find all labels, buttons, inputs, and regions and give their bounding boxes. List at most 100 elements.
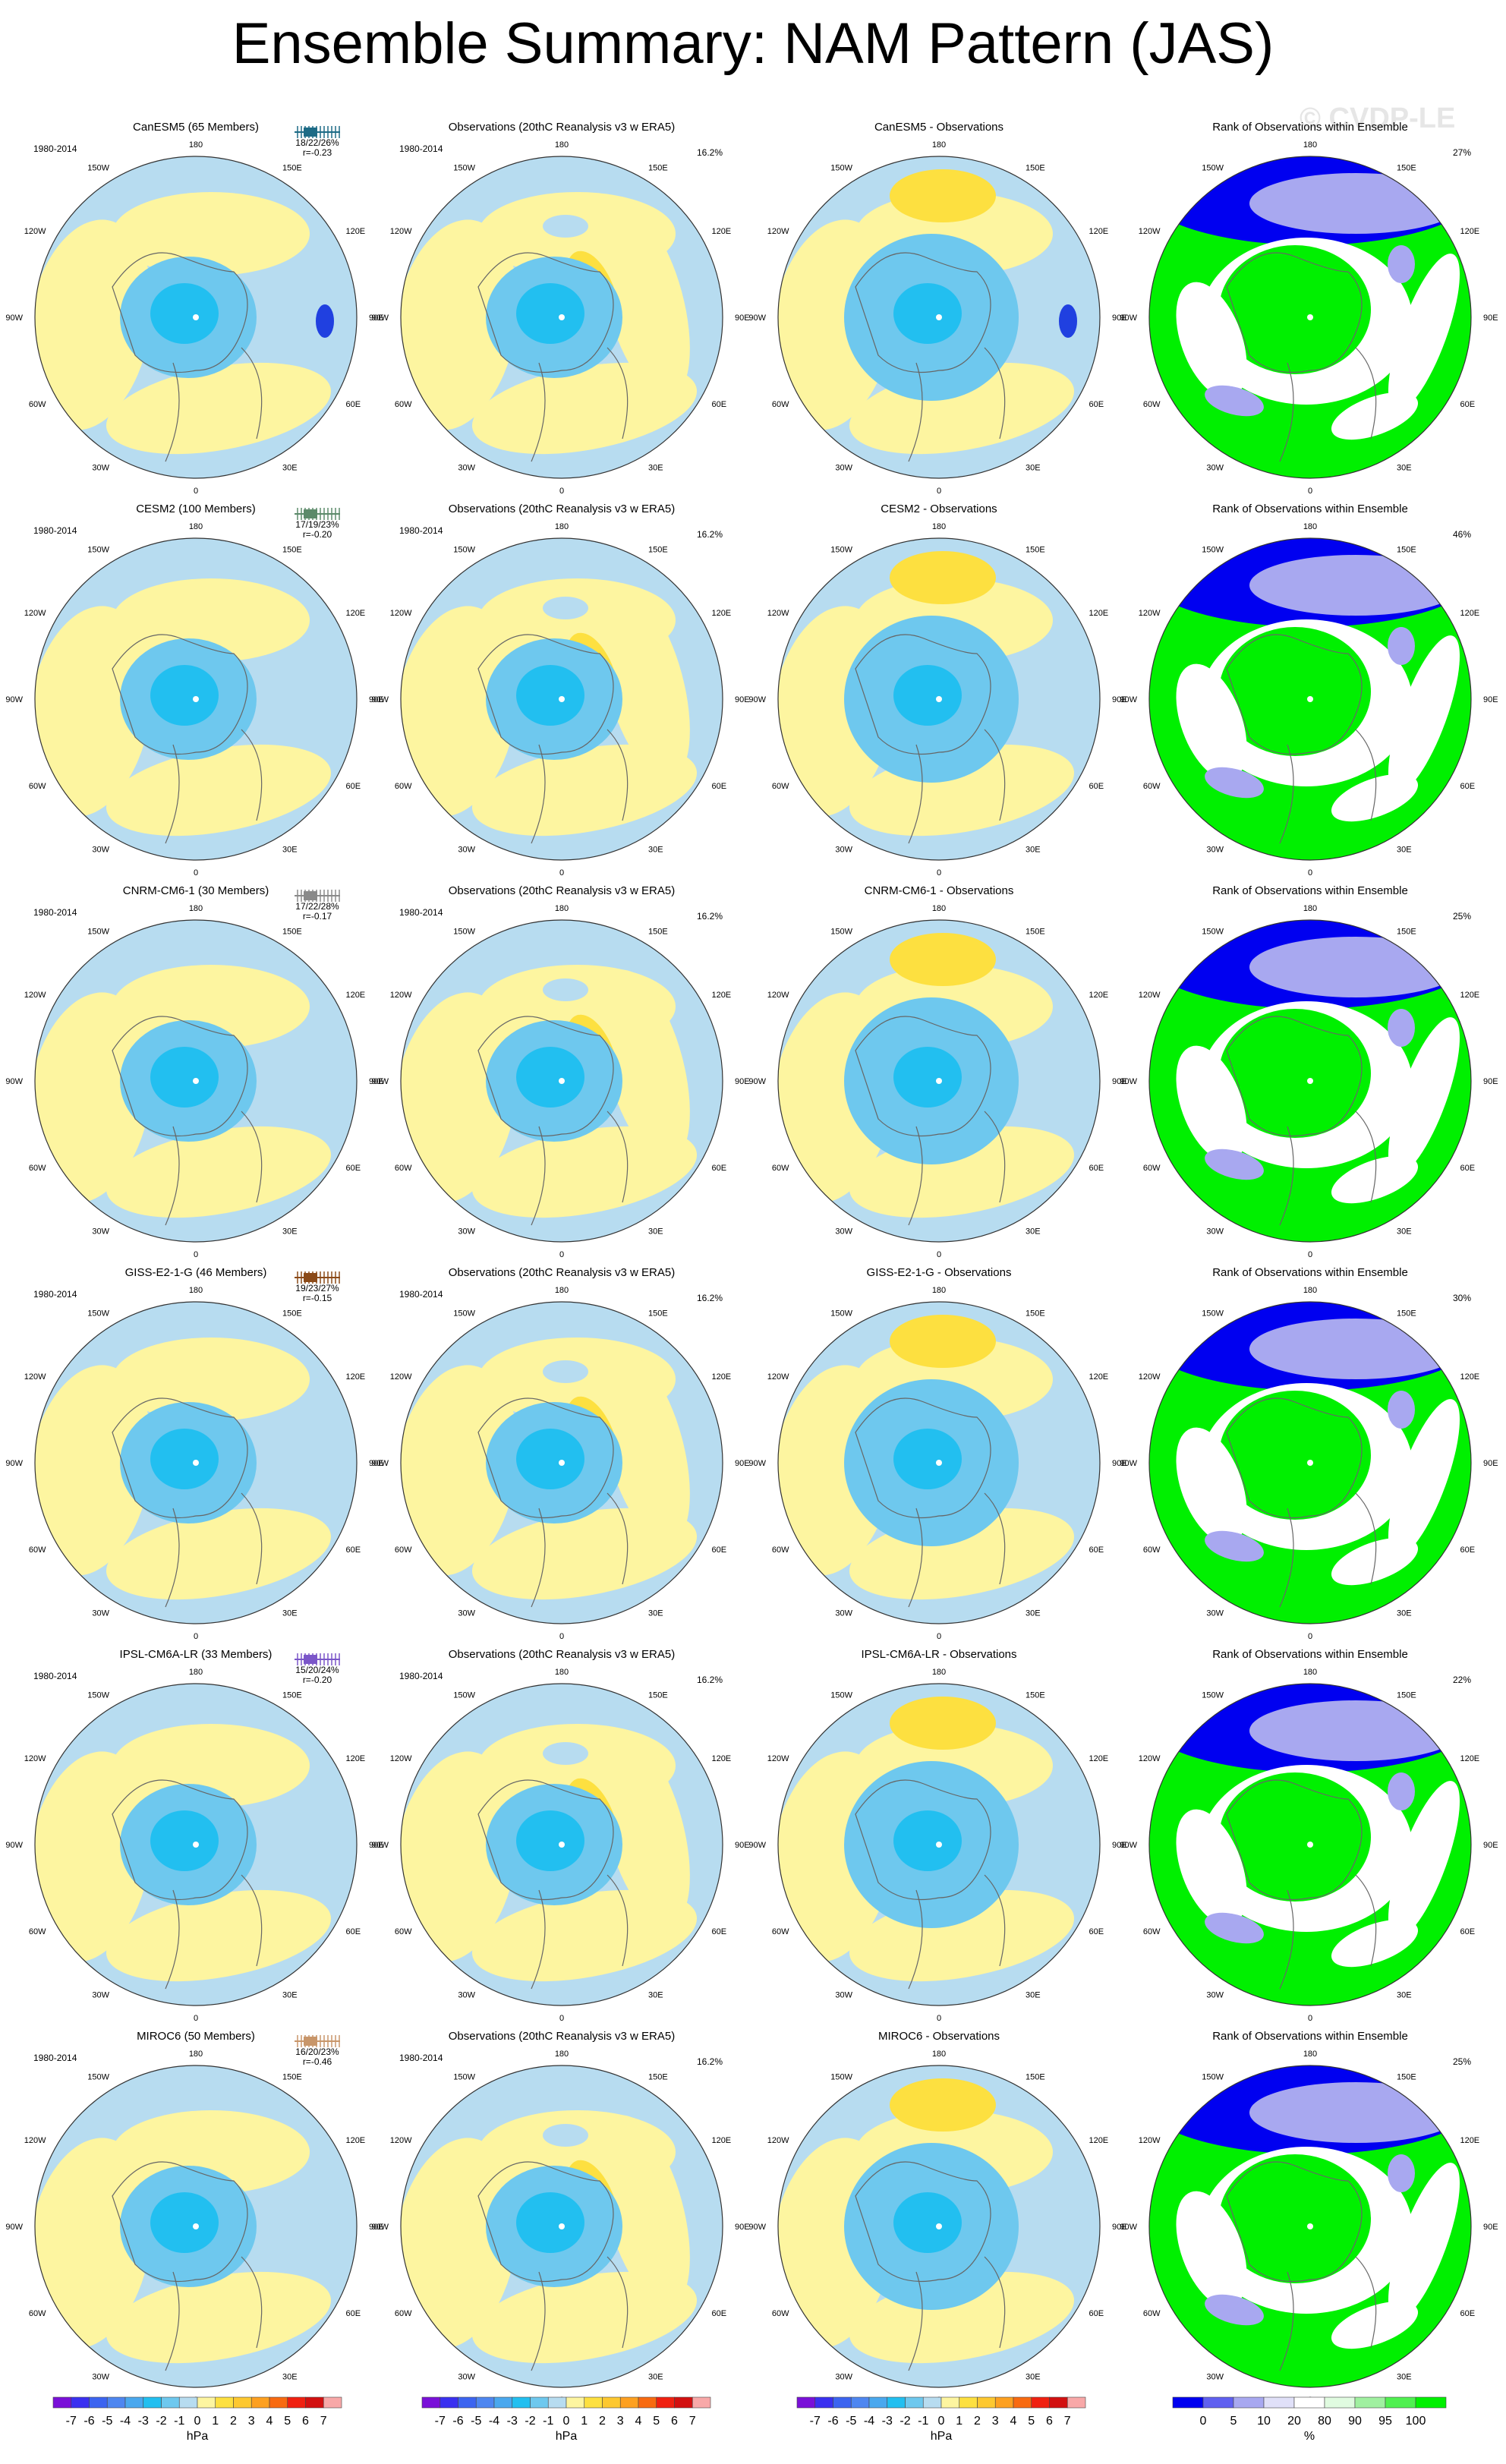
positive-region (35, 1751, 153, 1962)
difference-title: CanESM5 - Observations (874, 121, 1003, 134)
longitude-label: 90W (1120, 695, 1137, 704)
pole-marker (559, 314, 565, 320)
longitude-label: 120E (711, 1754, 731, 1763)
longitude-label: 90E (735, 2223, 750, 2232)
longitude-label: 30E (1026, 2372, 1041, 2381)
rank-panel: 180 150E 120E 90E 60E 30E 0 30W 60W 90W 120W 150W (1120, 1286, 1498, 1641)
longitude-label: 60E (345, 1546, 361, 1555)
negative-center (893, 1047, 962, 1108)
colorbar-swatch (887, 2396, 906, 2409)
longitude-label: 90W (748, 1841, 766, 1850)
map-border (34, 537, 358, 861)
coastline (531, 347, 629, 462)
longitude-label: 60W (395, 1927, 412, 1936)
obs-panel: 180 150E 120E 90E 60E 30E 0 30W 60W 90W 120W 150W (371, 522, 749, 878)
longitude-label: 180 (555, 1668, 569, 1677)
colorbar-swatch (1031, 2396, 1050, 2409)
positive-region (600, 1351, 690, 1544)
longitude-label: 120E (1089, 609, 1108, 618)
positive-region (863, 1558, 954, 1596)
map-field (35, 538, 357, 860)
longitude-label: 30W (92, 1227, 109, 1236)
pole-marker (559, 2223, 565, 2229)
colorbar-unit: hPa (931, 2430, 953, 2443)
obs-variance: 16.2% (697, 2056, 723, 2067)
colorbar-swatch (619, 2396, 639, 2409)
longitude-label: 90W (748, 2223, 766, 2232)
rank-white-band (1388, 1399, 1460, 1557)
longitude-label: 60W (772, 1164, 789, 1173)
longitude-label: 60W (395, 1546, 412, 1555)
longitude-label: 30E (648, 845, 663, 854)
rank-panel: 180 150E 120E 90E 60E 30E 0 30W 60W 90W 120W 150W (1120, 1668, 1498, 2023)
longitude-label: 180 (1303, 2050, 1317, 2059)
longitude-label: 0 (194, 2014, 198, 2023)
longitude-label: 90W (5, 695, 23, 704)
diff-panel: 180 150E 120E 90E 60E 30E 0 30W 60W 90W 120W 150W (748, 140, 1126, 496)
longitude-label: 150E (282, 1691, 302, 1700)
longitude-label: 90E (735, 314, 750, 323)
obs-variance: 16.2% (697, 911, 723, 922)
longitude-label: 120W (767, 2136, 789, 2145)
longitude-label: 120E (1460, 609, 1479, 618)
diff-panel: 180 150E 120E 90E 60E 30E 0 30W 60W 90W 120W 150W (748, 904, 1126, 1259)
map-field (401, 1302, 723, 1624)
period-label: 1980-2014 (399, 1289, 443, 1300)
longitude-label: 0 (1308, 868, 1312, 878)
difference-title: CNRM-CM6-1 - Observations (865, 884, 1014, 897)
longitude-label: 60W (395, 2309, 412, 2318)
coastline (477, 252, 614, 373)
map-field (778, 156, 1100, 478)
positive-region (863, 1939, 954, 1977)
colorbar-swatch (602, 2396, 621, 2409)
longitude-label: 120W (767, 609, 789, 618)
negative-extreme (1059, 304, 1077, 338)
longitude-label: 120W (1139, 609, 1161, 618)
positive-region (471, 1889, 698, 1982)
longitude-label: 30E (648, 463, 663, 472)
longitude-label: 180 (555, 1286, 569, 1295)
longitude-label: 150W (87, 164, 109, 173)
longitude-label: 120E (1460, 2136, 1479, 2145)
map-border (777, 537, 1101, 861)
colorbar-swatch (440, 2396, 458, 2409)
longitude-label: 120W (24, 609, 46, 618)
longitude-label: 120W (390, 1372, 412, 1382)
longitude-label: 30E (282, 1227, 298, 1236)
longitude-label: 0 (559, 1250, 564, 1259)
coastline (908, 1111, 1006, 1226)
colorbar-swatch (905, 2396, 924, 2409)
longitude-label: 0 (937, 2014, 941, 2023)
map-field (401, 1684, 723, 2006)
map-border (777, 919, 1101, 1243)
positive-core (890, 2078, 996, 2132)
longitude-label: 90W (371, 2223, 389, 2232)
pole-marker (936, 1842, 942, 1848)
positive-region (471, 362, 698, 455)
colorbar-tick-label: 7 (689, 2415, 696, 2428)
longitude-label: 90E (1483, 1077, 1498, 1086)
longitude-label: 30W (458, 2372, 475, 2381)
longitude-label: 90W (1120, 1459, 1137, 1468)
coastline (112, 634, 248, 755)
longitude-label: 90W (371, 1459, 389, 1468)
diff-panel: 180 150E 120E 90E 60E 30E 0 30W 60W 90W 120W 150W (748, 1668, 1126, 2023)
map-border (400, 1301, 723, 1624)
longitude-label: 90E (735, 1841, 750, 1850)
pole-marker (193, 314, 199, 320)
colorbar-tick-label: 4 (1010, 2415, 1017, 2428)
coastline (1279, 729, 1377, 844)
rank-title: Rank of Observations within Ensemble (1212, 884, 1408, 897)
coastline (1226, 1397, 1363, 1519)
map-border (34, 919, 358, 1243)
rank-colorbar: 0 5 10 20 80 90 95 100% (1172, 2396, 1447, 2443)
negative-center (150, 665, 219, 726)
obs-title: Observations (20thC Reanalysis v3 w ERA5… (449, 884, 675, 897)
variance-stats: 17/19/23% (295, 519, 339, 530)
longitude-label: 60E (345, 782, 361, 791)
model-title: GISS-E2-1-G (46 Members) (125, 1266, 267, 1279)
colorbar-swatch (584, 2396, 603, 2409)
longitude-label: 180 (555, 522, 569, 531)
